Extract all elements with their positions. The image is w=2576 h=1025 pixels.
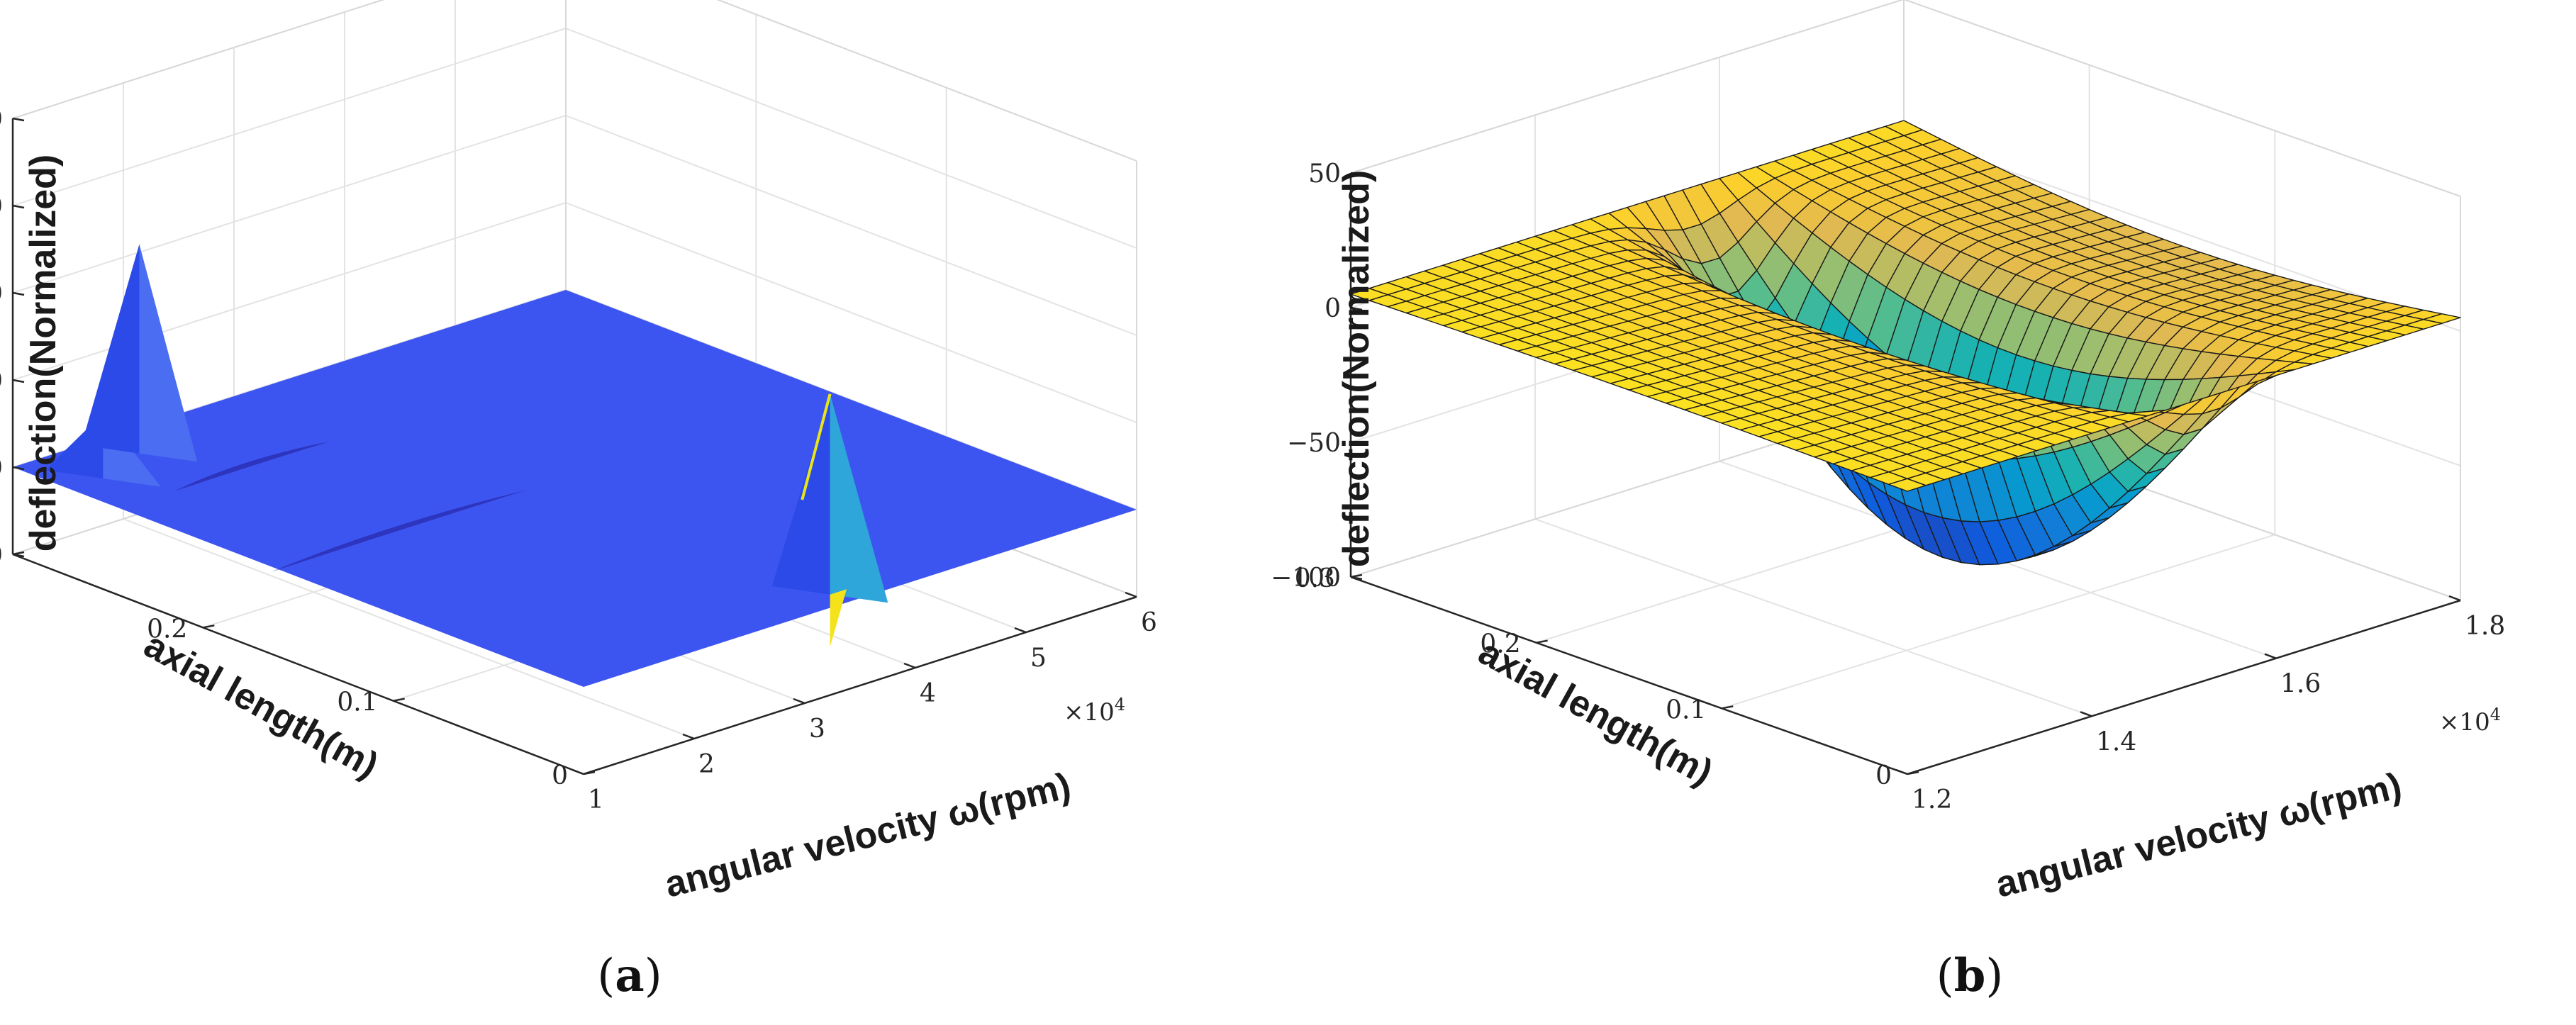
panel-a-x-tick-label: 4 xyxy=(920,679,936,708)
caption-a: (a) xyxy=(597,949,662,1002)
panel-a-gridline xyxy=(565,115,1137,336)
panel-a-y-tick xyxy=(583,771,596,775)
panel-a-box-edge xyxy=(716,0,1137,162)
panel-b-x-tick xyxy=(2264,653,2277,659)
panel-a-gridline xyxy=(12,115,567,293)
panel-b-y-tick-label: 0.3 xyxy=(1295,564,1335,593)
panel-a-x-multiplier: ×104 xyxy=(1064,695,1125,727)
panel-a-z-tick xyxy=(12,379,25,383)
panel-a-x-axis-label: angular velocity ω(rpm) xyxy=(661,765,1075,905)
panel-a-y-tick xyxy=(393,698,405,702)
panel-a-x-tick-label: 2 xyxy=(698,750,715,779)
panel-a-spike-face xyxy=(139,244,198,462)
panel-a-z-tick-label: 0 xyxy=(0,454,3,483)
panel-b-x-tick xyxy=(1895,768,1908,775)
panel-b-x-tick-label: 1.8 xyxy=(2465,612,2505,641)
panel-b-surface xyxy=(1350,120,2461,566)
panel-b-y-tick-label: 0.2 xyxy=(1480,630,1520,659)
panel-a-spike-face xyxy=(830,393,888,603)
panel-b-z-tick xyxy=(1350,172,1363,177)
panel-a-z-tick xyxy=(12,117,25,122)
panel-a-box-edge xyxy=(12,0,385,119)
panel-a-spike-face xyxy=(81,244,140,454)
panel-b-gridline xyxy=(1722,534,2275,710)
panel-a-x-tick-label: 3 xyxy=(809,715,825,744)
panel-b-x-axis-label: angular velocity ω(rpm) xyxy=(1992,765,2406,905)
panel-a-z-tick xyxy=(12,291,25,296)
panel-b-x-multiplier: ×104 xyxy=(2439,705,2501,736)
panel-a-y-tick xyxy=(12,551,25,556)
panel-a-y-tick-label: 0.1 xyxy=(337,688,377,717)
panel-b-z-tick-label: 0 xyxy=(1325,294,1341,323)
panel-b-x-tick-label: 1.4 xyxy=(2096,727,2136,756)
panel-b-z-tick-label: 50 xyxy=(1308,159,1341,189)
panel-b-box-edge xyxy=(1903,0,2461,197)
panel-a-z-tick xyxy=(12,466,25,471)
caption-b: (b) xyxy=(1936,949,2004,1002)
panel-a-y-tick-label: 0 xyxy=(552,761,568,790)
panel-b-z-tick-label: −100 xyxy=(1271,564,1341,593)
panel-a-chart: −200020040060080000.10.20.3123456 ×104 d… xyxy=(0,0,1157,906)
panel-b-x-tick-label: 1.6 xyxy=(2280,670,2321,699)
panel-a-gridline xyxy=(123,518,695,739)
panel-a-x-tick-label: 1 xyxy=(588,785,604,814)
panel-a-gridline xyxy=(565,202,1137,423)
panel-b-x-tick-label: 1.2 xyxy=(1912,785,1952,814)
panel-b-chart: −100 −50 0 50 0 0.1 0.2 0.3 1.2 1.4 1.6 1.8 ×104 de… xyxy=(1271,0,2505,906)
panel-b-y-tick xyxy=(1350,573,1363,578)
panel-a-x-tick-label: 6 xyxy=(1141,608,1157,637)
panel-b-x-tick xyxy=(2080,711,2092,717)
panel-a-ticks: −200020040060080000.10.20.3123456 xyxy=(0,105,1157,814)
panel-b-y-tick xyxy=(1907,771,1919,775)
panel-a-x-tick xyxy=(903,662,916,669)
panel-b-z-axis-label: deflection(Normalized) xyxy=(1336,170,1377,568)
panel-a-z-axis-label: deflection(Normalized) xyxy=(23,155,64,552)
panel-b-z-tick xyxy=(1350,441,1363,446)
panel-a-x-tick xyxy=(793,698,805,705)
panel-a-x-tick xyxy=(682,733,695,740)
panel-b-gridline xyxy=(1534,518,2092,717)
panel-a-z-tick xyxy=(12,204,25,209)
panel-a-x-tick xyxy=(571,768,584,775)
panel-a-gridline xyxy=(565,28,1137,249)
panel-b-x-tick xyxy=(2448,595,2461,602)
panel-b-z-tick xyxy=(1350,306,1363,311)
panel-a-y-tick-label: 0.2 xyxy=(147,615,187,644)
panel-a-gridline xyxy=(716,0,1137,162)
panel-b-z-tick-label: −50 xyxy=(1287,429,1341,458)
panel-a-x-tick xyxy=(1125,591,1137,598)
panel-a-z-tick-label: −200 xyxy=(0,541,3,570)
panel-a-z-tick-label: 600 xyxy=(0,192,3,221)
panel-a-gridline xyxy=(12,0,385,119)
panel-a-spike-yellow-tip xyxy=(830,589,847,647)
panel-b-box-edge xyxy=(1350,0,1905,174)
panel-b-y-tick-label: 0 xyxy=(1875,761,1892,790)
panel-b-x-axis-line xyxy=(1907,599,2461,775)
panel-a-z-tick-label: 400 xyxy=(0,279,3,308)
panel-a-y-tick xyxy=(203,624,215,629)
panel-a-z-tick-label: 800 xyxy=(0,105,3,134)
panel-a-x-axis-line xyxy=(583,595,1137,775)
panel-b-y-tick xyxy=(1536,639,1548,644)
panel-a-x-tick-label: 5 xyxy=(1030,644,1047,673)
panel-b-surface-patch xyxy=(1888,478,1927,492)
panel-a-z-tick-label: 200 xyxy=(0,366,3,396)
panel-a-surface xyxy=(13,244,1137,687)
panel-a-spike-edge xyxy=(801,393,832,500)
panel-b-y-tick-label: 0.1 xyxy=(1666,695,1706,724)
panel-b-y-tick xyxy=(1722,705,1734,710)
panel-a-y-axis-line xyxy=(12,553,584,775)
panel-a-gridline xyxy=(12,28,567,206)
panel-b-y-axis-line xyxy=(1350,576,1908,775)
panel-a-gridline xyxy=(12,202,567,381)
panel-a-x-tick xyxy=(1014,627,1027,634)
panel-b-ticks: −100 −50 0 50 0 0.1 0.2 0.3 1.2 1.4 1.6 1.8 xyxy=(1271,159,2505,814)
